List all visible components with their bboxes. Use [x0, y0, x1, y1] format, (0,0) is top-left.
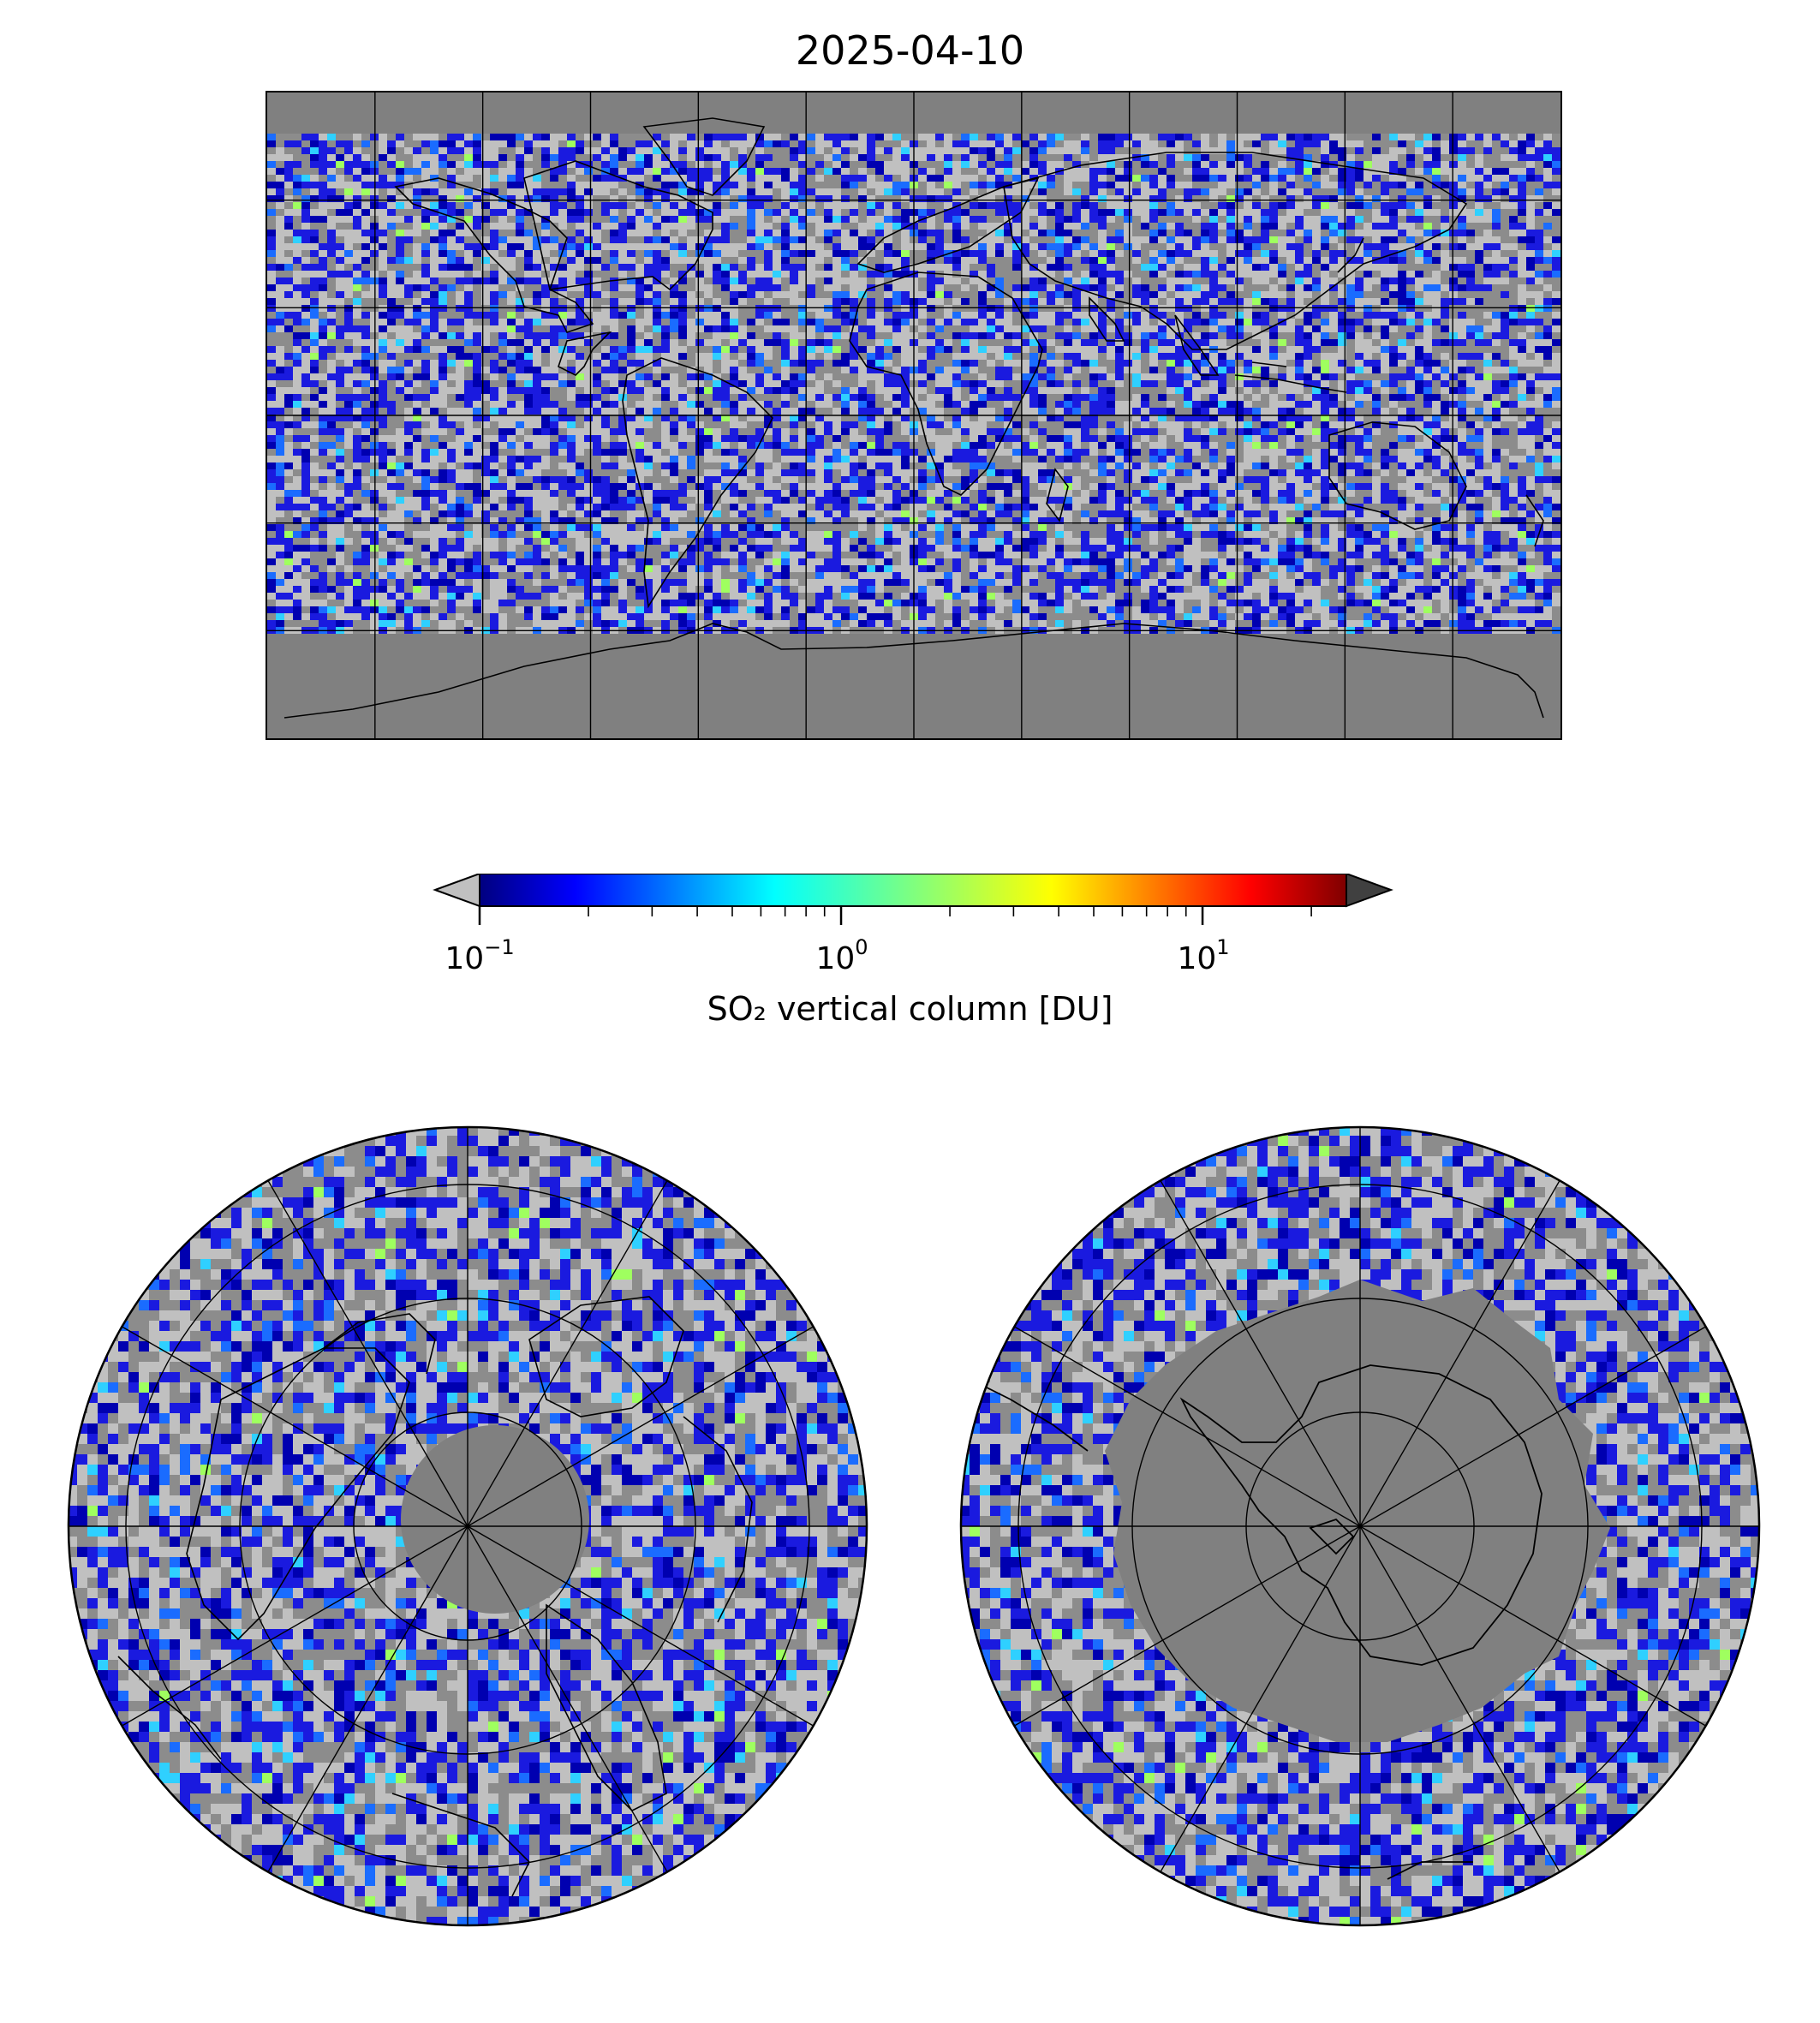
- north-polar-map: [67, 1125, 868, 1927]
- colorbar-tick-label: 101: [1177, 935, 1229, 976]
- north-coastlines: [117, 1296, 753, 1897]
- global-map: [266, 91, 1562, 740]
- colorbar-label: SO₂ vertical column [DU]: [0, 990, 1820, 1028]
- north-polar-nodata-cap: [401, 1425, 589, 1614]
- colorbar-over-extension: [1346, 874, 1393, 908]
- colorbar-tick-label: 100: [815, 935, 868, 976]
- global-coastlines: [283, 117, 1544, 719]
- south-polar-map: [959, 1125, 1761, 1927]
- colorbar: [433, 874, 1393, 925]
- colorbar-under-extension: [433, 874, 480, 908]
- south-graticule: [961, 1127, 1759, 1925]
- colorbar-tick-label: 10−1: [445, 935, 514, 976]
- figure-title: 2025-04-10: [0, 27, 1820, 74]
- south-polar-nodata-region: [1105, 1280, 1610, 1742]
- colorbar-gradient: [479, 874, 1347, 907]
- colorbar-ticks: [478, 906, 1312, 925]
- global-graticule: [267, 92, 1560, 738]
- north-graticule: [69, 1127, 867, 1925]
